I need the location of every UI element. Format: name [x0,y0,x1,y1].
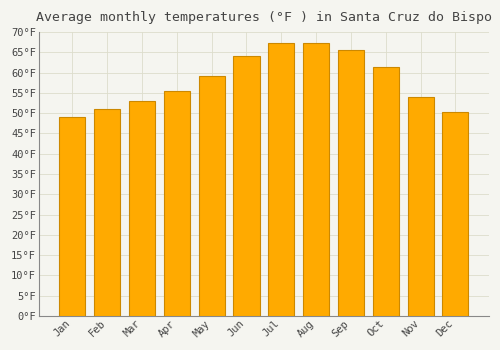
Bar [164,91,190,316]
Bar [94,109,120,316]
Bar [372,66,399,316]
Bar [268,43,294,316]
Bar [303,43,329,316]
Title: Average monthly temperatures (°F ) in Santa Cruz do Bispo: Average monthly temperatures (°F ) in Sa… [36,11,492,24]
Bar [234,56,260,316]
Bar [442,112,468,316]
Bar [198,76,224,316]
Bar [338,50,364,316]
Bar [60,117,86,316]
Bar [408,97,434,316]
Bar [129,101,155,316]
